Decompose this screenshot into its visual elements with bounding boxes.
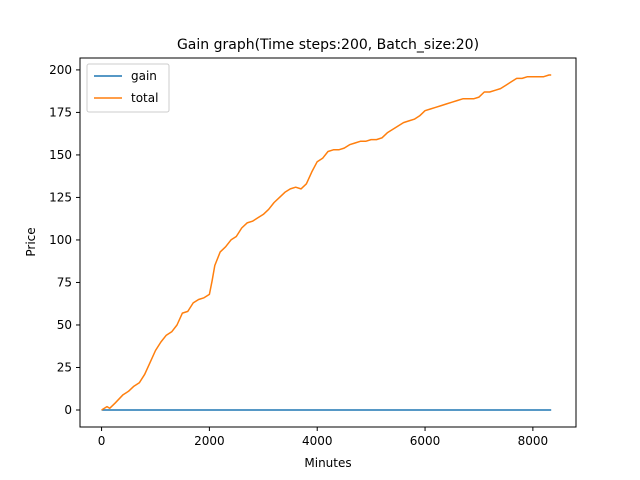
x-tick-label: 8000 [518, 434, 549, 448]
y-tick-label: 50 [57, 318, 72, 332]
y-tick-label: 200 [49, 63, 72, 77]
x-tick-label: 6000 [410, 434, 441, 448]
y-axis-label: Price [24, 227, 38, 256]
x-axis-label: Minutes [304, 456, 351, 470]
plot-frame [79, 57, 577, 428]
y-tick-label: 25 [57, 360, 72, 374]
chart-title: Gain graph(Time steps:200, Batch_size:20… [177, 37, 479, 53]
y-axis-ticks: 0 25 50 75 100 125 150 175 200 [49, 63, 80, 417]
legend-label-gain: gain [131, 69, 157, 83]
series-line-total [101, 74, 552, 411]
x-axis-ticks: 0 2000 4000 6000 8000 [98, 427, 548, 448]
y-tick-label: 75 [57, 275, 72, 289]
x-tick-label: 2000 [194, 434, 225, 448]
y-tick-label: 150 [49, 148, 72, 162]
legend-items: gain total [94, 69, 158, 105]
y-tick-label: 100 [49, 233, 72, 247]
series-layer [101, 74, 552, 411]
x-tick-label: 4000 [302, 434, 333, 448]
plot-area [79, 57, 577, 428]
y-tick-label: 175 [49, 105, 72, 119]
legend-label-total: total [131, 91, 158, 105]
y-tick-label: 0 [64, 403, 72, 417]
x-tick-label: 0 [98, 434, 106, 448]
y-tick-label: 125 [49, 190, 72, 204]
legend: gain total [86, 63, 170, 113]
